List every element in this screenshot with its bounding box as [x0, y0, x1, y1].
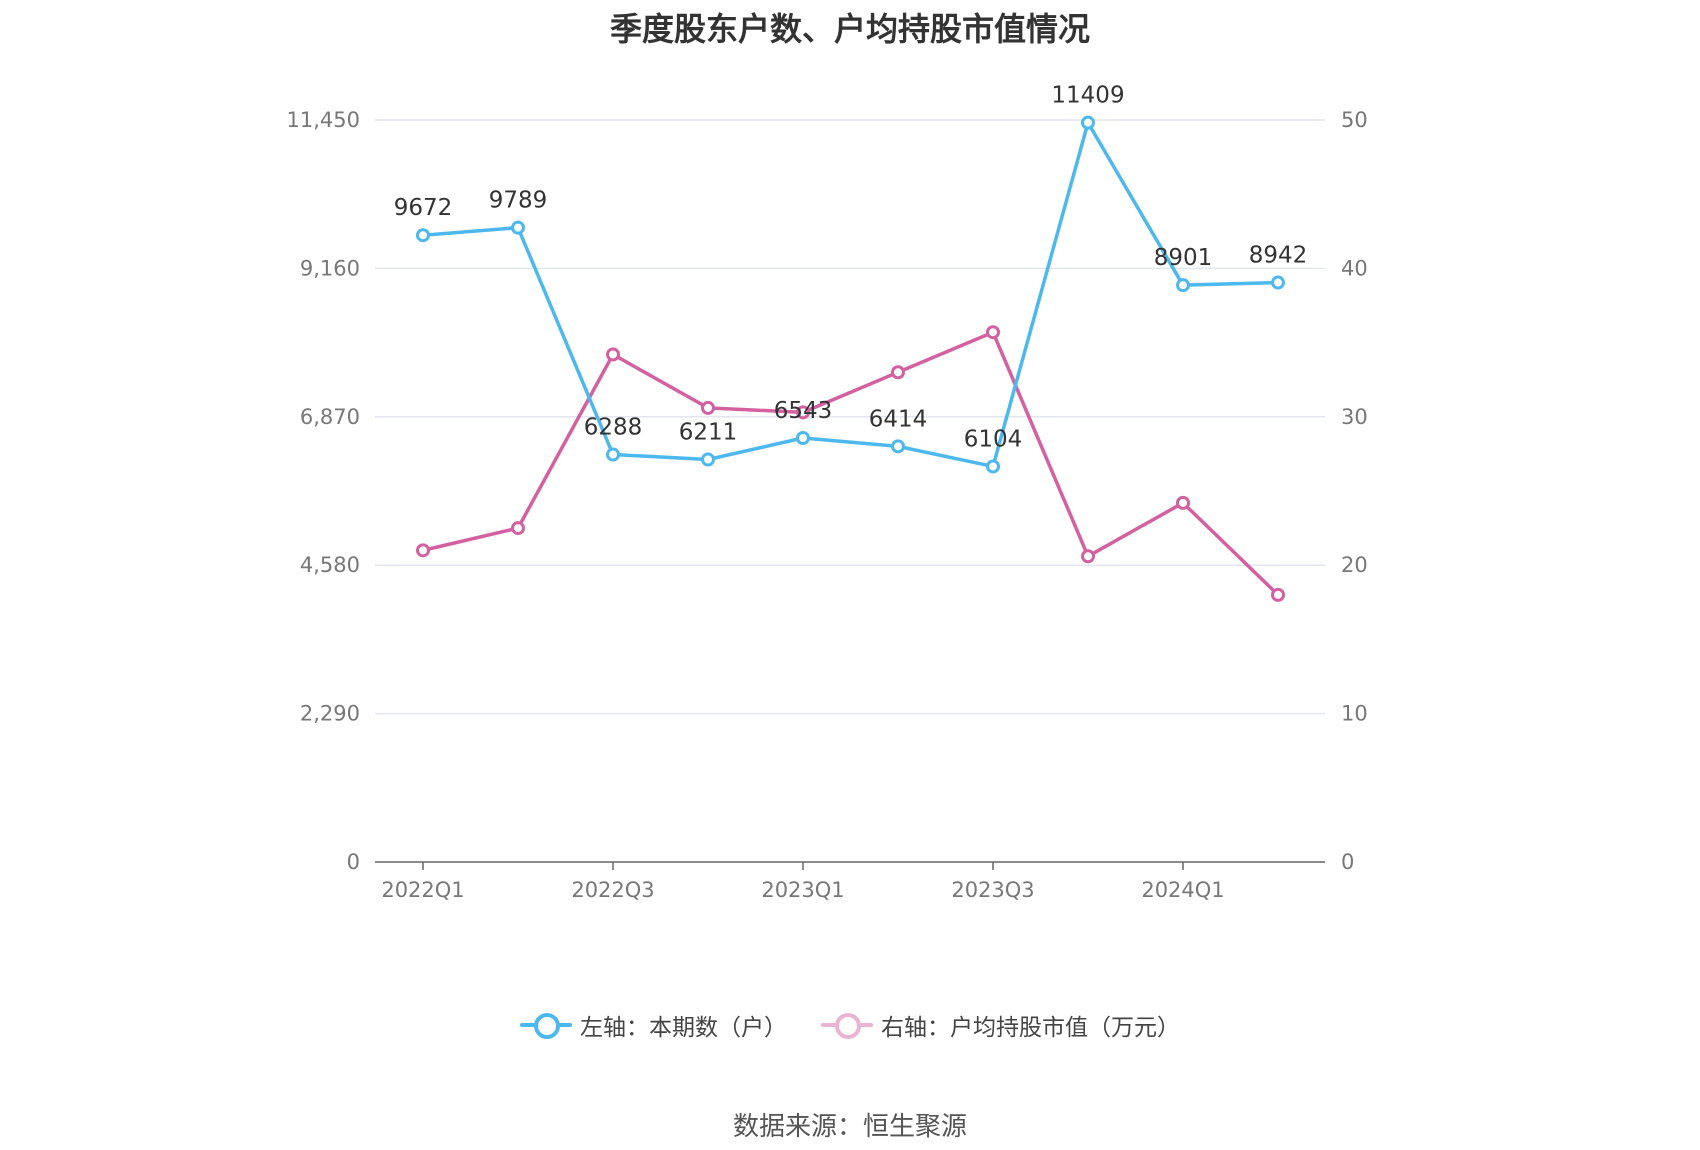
axes: 0 0 2,290 10 4,580 20 6,870 30 9,160 40 11,450 50 20…	[287, 108, 1368, 902]
series-point-left	[606, 447, 620, 462]
series-point-right	[606, 347, 620, 362]
data-label: 8901	[1154, 245, 1213, 271]
source-note: 数据来源：恒生聚源	[732, 1112, 967, 1142]
x-axis-tick-label: 2023Q1	[761, 878, 844, 902]
left-axis-tick-label: 0	[347, 850, 360, 874]
series-point-right	[1081, 549, 1095, 564]
chart-title: 季度股东户数、户均持股市值情况	[609, 10, 1090, 48]
right-axis-tick-label: 40	[1341, 256, 1368, 280]
series-point-left	[796, 430, 810, 445]
series-point-right	[416, 543, 430, 558]
x-axis-tick-label: 2023Q3	[951, 878, 1034, 902]
series-point-right	[1271, 587, 1285, 602]
right-axis-tick-label: 10	[1341, 702, 1368, 726]
right-axis-tick-label: 20	[1341, 553, 1368, 577]
series-point-right	[891, 365, 905, 380]
series	[416, 115, 1285, 602]
series-line-left	[422, 120, 1279, 469]
series-point-left	[986, 459, 1000, 474]
data-label: 9789	[489, 188, 548, 214]
legend-swatch-right-icon	[821, 1012, 873, 1039]
left-axis-tick-label: 4,580	[300, 553, 360, 577]
data-label: 11409	[1051, 83, 1124, 109]
legend-item-right-series[interactable]: 右轴：户均持股市值（万元）	[821, 1008, 1180, 1042]
series-point-left	[1081, 115, 1095, 130]
right-axis-tick-label: 0	[1341, 850, 1354, 874]
series-point-left	[1271, 275, 1285, 290]
right-axis-tick-label: 50	[1341, 108, 1368, 132]
legend: 左轴：本期数（户） 右轴：户均持股市值（万元）	[0, 1008, 1700, 1042]
x-axis-tick-label: 2022Q1	[381, 878, 464, 902]
series-point-right	[796, 405, 810, 420]
legend-swatch-left-icon	[520, 1012, 572, 1039]
data-label: 8942	[1249, 243, 1308, 269]
data-label: 6288	[584, 415, 643, 441]
left-axis-tick-label: 11,450	[287, 108, 360, 132]
left-axis-tick-label: 2,290	[300, 702, 360, 726]
x-axis-tick-label: 2024Q1	[1141, 878, 1224, 902]
data-labels: 9672 9789 6288 6211 6543 6414 6104 11409 8901 894…	[394, 83, 1308, 453]
data-label: 6414	[869, 406, 928, 432]
left-axis-tick-label: 6,870	[300, 405, 360, 429]
data-label: 9672	[394, 195, 453, 221]
series-point-left	[416, 228, 430, 243]
x-axis-tick-label: 2022Q3	[571, 878, 654, 902]
legend-label-left-series: 左轴：本期数（户）	[580, 1015, 787, 1041]
series-point-left	[891, 439, 905, 454]
data-label: 6104	[964, 426, 1023, 452]
series-line-right	[422, 330, 1280, 597]
series-point-left	[1176, 278, 1190, 293]
series-point-left	[701, 452, 715, 467]
legend-item-left-series[interactable]: 左轴：本期数（户）	[520, 1008, 787, 1042]
series-point-right	[1176, 495, 1190, 510]
right-axis-tick-label: 30	[1341, 405, 1368, 429]
data-label: 6543	[774, 398, 833, 424]
series-point-left	[511, 220, 525, 235]
left-axis-tick-label: 9,160	[300, 256, 360, 280]
series-point-right	[986, 325, 1000, 340]
series-point-right	[511, 521, 525, 536]
data-label: 6211	[679, 420, 738, 446]
series-point-right	[701, 400, 715, 415]
legend-label-right-series: 右轴：户均持股市值（万元）	[881, 1015, 1180, 1041]
